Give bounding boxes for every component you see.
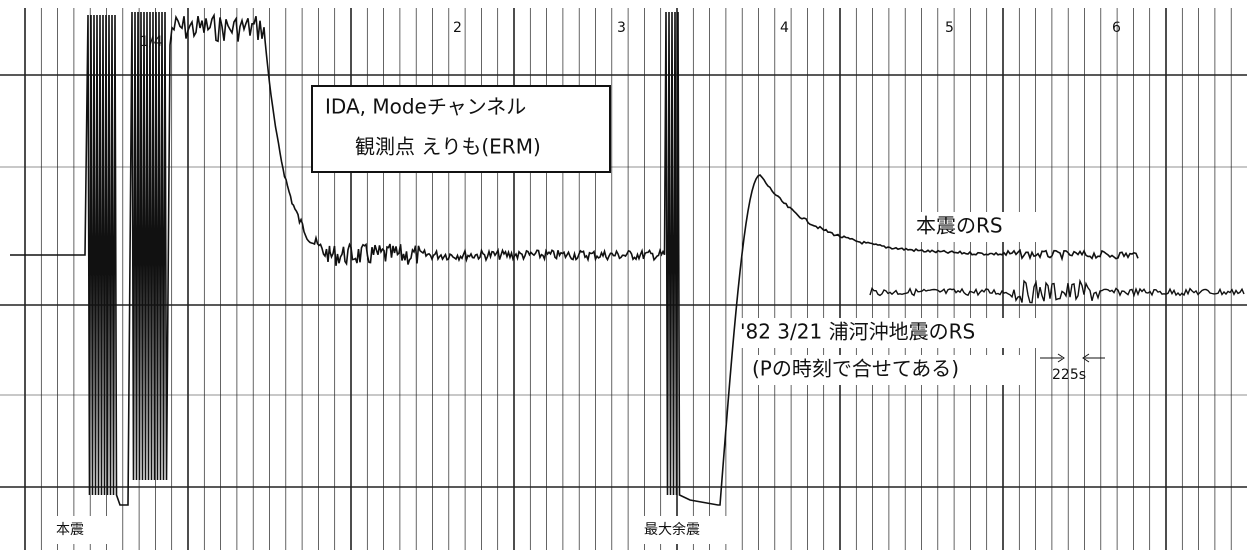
hour-mark: 3 (617, 20, 626, 36)
hour-mark: 4 (780, 20, 789, 36)
aligned-note: (Pの時刻で合せてある) (752, 357, 959, 381)
interval: 225s (1052, 367, 1086, 383)
hour-mark: 1/4 (140, 34, 163, 50)
title: IDA, Modeチャンネル (325, 95, 526, 119)
mainshock-label: 本震 (56, 522, 84, 538)
urakawa-rs: '82 3/21 浦河沖地震のRS (740, 320, 975, 344)
aftershock-label: 最大余震 (644, 521, 700, 538)
mainshock-rs: 本震のRS (916, 214, 1003, 238)
hour-mark: 2 (453, 20, 462, 36)
hour-mark: 6 (1112, 20, 1121, 36)
hour-mark: 5 (945, 20, 954, 36)
station: 観測点 えりも(ERM) (355, 135, 541, 159)
seismogram: IDA, Modeチャンネル 観測点 えりも(ERM) 1/4 2 3 4 5 … (0, 0, 1247, 555)
paper (0, 0, 1247, 555)
